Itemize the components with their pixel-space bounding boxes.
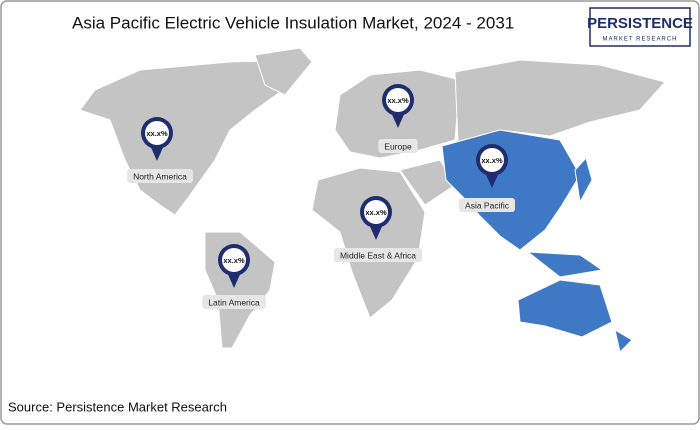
region-name: North America	[133, 171, 187, 181]
greenland-shape	[254, 47, 313, 96]
region-label: North America	[127, 169, 193, 183]
pin: xx.x%	[218, 244, 250, 288]
pin: xx.x%	[476, 144, 508, 188]
pin-inner	[386, 88, 410, 112]
region-name: Europe	[384, 141, 412, 151]
label-box	[459, 198, 515, 212]
islands-shape	[526, 251, 604, 278]
pin: xx.x%	[382, 84, 414, 128]
region-label: Latin America	[202, 295, 266, 309]
pins: North America xx.x% Europe xx.x% Asia Pacifi…	[127, 84, 515, 309]
title: Asia Pacific Electric Vehicle Insulation…	[72, 13, 514, 32]
label-box	[378, 139, 418, 153]
pin-value: xx.x%	[365, 208, 387, 217]
label-box	[202, 295, 266, 309]
pin: xx.x%	[141, 117, 173, 161]
pin: xx.x%	[360, 196, 392, 240]
pin-inner	[145, 121, 169, 145]
logo-tagline: MARKET RESEARCH	[603, 37, 678, 43]
pin-inner	[364, 200, 388, 224]
region-name: Latin America	[208, 297, 260, 307]
region-name: Asia Pacific	[465, 200, 510, 210]
label-box	[333, 248, 423, 262]
pin-value: xx.x%	[223, 256, 245, 265]
pin-value: xx.x%	[387, 96, 409, 105]
new-zealand-shape	[614, 328, 633, 353]
australia-shape	[517, 279, 613, 338]
region-name: Middle East & Africa	[340, 250, 416, 260]
label-box	[127, 169, 193, 183]
region-label: Europe	[378, 139, 418, 153]
region-label: Middle East & Africa	[333, 248, 423, 262]
pin-inner	[222, 248, 246, 272]
logo-box	[589, 7, 691, 47]
pin-value: xx.x%	[146, 129, 168, 138]
pin-value: xx.x%	[481, 156, 503, 165]
japan-shape	[574, 156, 593, 204]
source: Source: Persistence Market Research	[8, 399, 227, 414]
logo-name: PERSISTENCE	[587, 15, 693, 32]
pin-inner	[480, 148, 504, 172]
region-label: Asia Pacific	[459, 198, 515, 212]
logo: PERSISTENCE MARKET RESEARCH	[587, 7, 693, 47]
africa-shape	[311, 167, 426, 319]
